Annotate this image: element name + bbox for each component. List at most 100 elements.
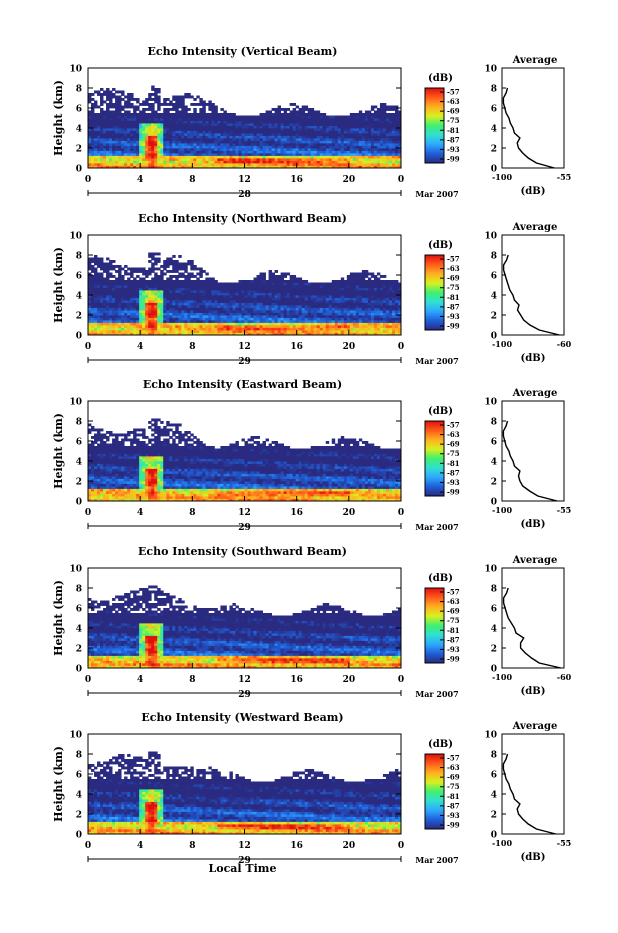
heatmap-cell (275, 141, 278, 144)
heatmap-cell (311, 148, 314, 151)
heatmap-cell (109, 98, 112, 101)
heatmap-cell (281, 161, 284, 164)
heatmap-cell (205, 280, 208, 283)
heatmap-cell (121, 298, 124, 301)
heatmap-cell (362, 308, 365, 311)
heatmap-cell (299, 148, 302, 151)
heatmap-cell (193, 153, 196, 156)
heatmap-cell (257, 141, 260, 144)
heatmap-cell (235, 283, 238, 286)
heatmap-cell (344, 123, 347, 126)
heatmap-cell (272, 273, 275, 276)
heatmap-cell (344, 290, 347, 293)
heatmap-cell (208, 126, 211, 129)
heatmap-cell (380, 128, 383, 131)
heatmap-cell (154, 158, 157, 161)
heatmap-cell (109, 285, 112, 288)
heatmap-cell (154, 303, 157, 306)
heatmap-cell (202, 131, 205, 134)
heatmap-cell (353, 133, 356, 136)
heatmap-cell (296, 111, 299, 114)
heatmap-cell (275, 151, 278, 154)
heatmap-cell (214, 151, 217, 154)
heatmap-cell (115, 320, 118, 323)
y-tick-label: 10 (69, 65, 82, 75)
heatmap-cell (190, 143, 193, 146)
heatmap-cell (374, 163, 377, 166)
heatmap-cell (121, 118, 124, 121)
heatmap-cell (202, 303, 205, 306)
heatmap-cell (241, 293, 244, 296)
heatmap-cell (392, 141, 395, 144)
heatmap-cell (350, 313, 353, 316)
heatmap-cell (109, 116, 112, 119)
heatmap-cell (347, 141, 350, 144)
heatmap-cell (329, 315, 332, 318)
heatmap-cell (145, 303, 148, 306)
heatmap-cell (199, 330, 202, 333)
heatmap-cell (368, 161, 371, 164)
heatmap-cell (248, 285, 251, 288)
heatmap-cell (284, 133, 287, 136)
heatmap-cell (263, 121, 266, 124)
heatmap-cell (278, 136, 281, 139)
heatmap-cell (329, 163, 332, 166)
heatmap-cell (205, 156, 208, 159)
heatmap-cell (305, 280, 308, 283)
heatmap-cell (392, 151, 395, 154)
heatmap-cell (148, 118, 151, 121)
heatmap-cell (88, 158, 91, 161)
heatmap-cell (226, 285, 229, 288)
heatmap-cell (380, 121, 383, 124)
heatmap-cell (127, 156, 130, 159)
heatmap-cell (302, 298, 305, 301)
heatmap-cell (211, 280, 214, 283)
heatmap-cell (142, 280, 145, 283)
heatmap-cell (142, 313, 145, 316)
heatmap-cell (214, 303, 217, 306)
heatmap-cell (290, 308, 293, 311)
heatmap-cell (172, 103, 175, 106)
heatmap-cell (148, 93, 151, 96)
heatmap-cell (296, 156, 299, 159)
heatmap-cell (287, 138, 290, 141)
heatmap-cell (100, 133, 103, 136)
heatmap-cell (151, 153, 154, 156)
heatmap-cell (341, 290, 344, 293)
heatmap-cell (91, 330, 94, 333)
heatmap-cell (326, 126, 329, 129)
heatmap-cell (130, 320, 133, 323)
heatmap-cell (88, 310, 91, 313)
heatmap-cell (281, 315, 284, 318)
heatmap-cell (281, 163, 284, 166)
heatmap-cell (293, 121, 296, 124)
heatmap-cell (377, 108, 380, 111)
heatmap-cell (248, 320, 251, 323)
heatmap-cell (368, 305, 371, 308)
heatmap-cell (112, 118, 115, 121)
heatmap-cell (238, 280, 241, 283)
heatmap-cell (151, 158, 154, 161)
heatmap-cell (359, 310, 362, 313)
heatmap-cell (121, 308, 124, 311)
colorbar: -57-63-69-75-81-87-93-99 (425, 88, 460, 164)
heatmap-cell (266, 146, 269, 149)
heatmap-cell (187, 161, 190, 164)
heatmap-cell (302, 295, 305, 298)
heatmap-cell (308, 148, 311, 151)
heatmap-cell (100, 111, 103, 114)
heatmap-cell (287, 283, 290, 286)
heatmap-cell (254, 315, 257, 318)
heatmap-cell (130, 121, 133, 124)
heatmap-cell (344, 121, 347, 124)
heatmap-cell (184, 263, 187, 266)
heatmap-cell (278, 328, 281, 331)
heatmap-cell (251, 163, 254, 166)
heatmap-cell (278, 151, 281, 154)
heatmap-cell (338, 141, 341, 144)
heatmap-cell (97, 313, 100, 316)
heatmap-cell (142, 295, 145, 298)
heatmap-cell (151, 98, 154, 101)
heatmap-cell (193, 131, 196, 134)
heatmap-cell (305, 313, 308, 316)
